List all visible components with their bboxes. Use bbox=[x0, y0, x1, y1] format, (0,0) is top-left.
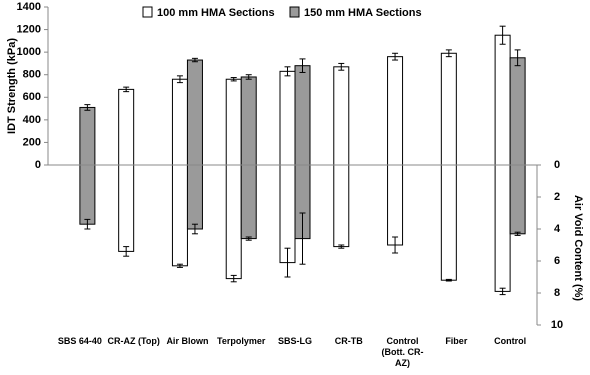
bar bbox=[387, 56, 404, 166]
y2-tick-label: 6 bbox=[554, 255, 560, 267]
air-void-bar bbox=[118, 164, 135, 252]
y-tick-label: 800 bbox=[23, 69, 41, 81]
x-tick-label: SBS 64-40 bbox=[57, 336, 102, 346]
air-void-bar bbox=[79, 164, 96, 225]
air-void-bar bbox=[494, 164, 511, 292]
x-tick-label: CR-AZ (Top) bbox=[107, 336, 160, 346]
bar bbox=[509, 57, 526, 166]
y-tick-label: 1200 bbox=[17, 23, 41, 35]
y2-tick-label: 8 bbox=[554, 287, 560, 299]
y-tick-label: 600 bbox=[23, 91, 41, 103]
x-tick-label: Control (Bott. CR-AZ) bbox=[381, 336, 424, 368]
x-tick-label: Air Blown bbox=[166, 336, 209, 346]
y2-tick-label: 2 bbox=[554, 191, 560, 203]
y-tick-label: 200 bbox=[23, 136, 41, 148]
bar bbox=[333, 66, 350, 166]
air-void-bar bbox=[387, 164, 404, 246]
air-void-bar bbox=[333, 164, 350, 248]
bar bbox=[279, 70, 296, 166]
bar bbox=[440, 52, 457, 166]
y-tick-label: 1400 bbox=[17, 1, 41, 13]
bar bbox=[494, 34, 511, 166]
y2-tick-label: 4 bbox=[554, 223, 561, 235]
x-tick-label: Control bbox=[494, 336, 527, 346]
y2-tick-label: 10 bbox=[551, 319, 563, 331]
legend-swatch bbox=[142, 6, 153, 18]
y-tick-label: 1000 bbox=[17, 46, 41, 58]
air-void-bar bbox=[509, 164, 526, 235]
legend-label: 100 mm HMA Sections bbox=[157, 7, 275, 19]
y-axis-label: IDT Strength (kPa) bbox=[6, 38, 18, 134]
x-tick-label: CR-TB bbox=[334, 336, 363, 346]
bar bbox=[79, 106, 96, 166]
air-void-bar bbox=[225, 164, 242, 280]
x-tick-label: Fiber bbox=[445, 336, 468, 346]
y-tick-label: 0 bbox=[35, 159, 41, 171]
air-void-bar bbox=[240, 164, 257, 240]
legend-label: 150 mm HMA Sections bbox=[304, 7, 422, 19]
y2-axis-label: Air Void Content (%) bbox=[572, 195, 584, 301]
legend-swatch bbox=[289, 6, 300, 18]
bar bbox=[118, 88, 135, 166]
bar bbox=[240, 76, 257, 166]
air-void-bar bbox=[440, 164, 457, 281]
bar bbox=[186, 59, 203, 166]
bar bbox=[225, 78, 242, 166]
air-void-bar bbox=[186, 164, 203, 230]
bar bbox=[294, 65, 311, 166]
x-tick-label: Terpolymer bbox=[217, 336, 266, 346]
y2-tick-label: 0 bbox=[554, 159, 560, 171]
air-void-bar bbox=[171, 164, 188, 267]
x-tick-label: SBS-LG bbox=[277, 336, 312, 346]
bar bbox=[171, 78, 188, 166]
y-tick-label: 400 bbox=[23, 114, 41, 126]
